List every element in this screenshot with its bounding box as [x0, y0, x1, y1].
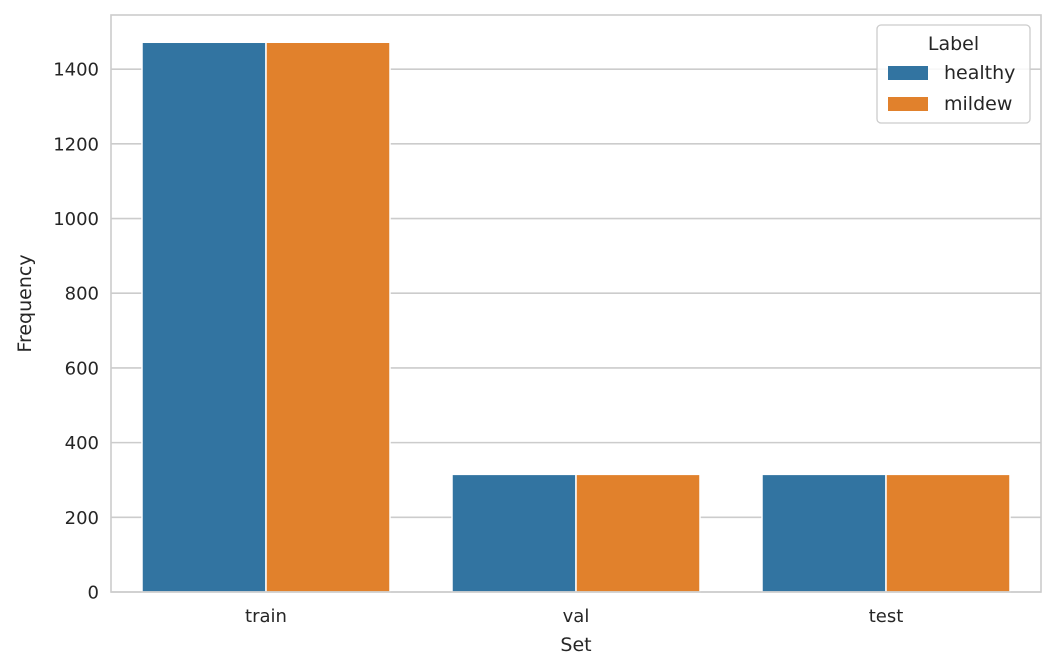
bar-mildew-val [575, 473, 701, 593]
plot-frame [110, 14, 1042, 593]
legend-swatch-healthy [888, 66, 928, 80]
y-tick-labels: 0 200 400 600 800 1000 1200 1400 [53, 60, 99, 604]
bar-mildew-test [885, 473, 1011, 593]
x-tick-label: test [869, 606, 904, 627]
x-tick-label: train [245, 606, 287, 627]
legend: Label healthy mildew [876, 24, 1031, 124]
y-tick-label: 1200 [53, 134, 99, 155]
legend-items: healthy mildew [888, 62, 1015, 115]
y-tick-label: 600 [65, 358, 99, 379]
legend-title: Label [928, 33, 979, 55]
y-tick-label: 200 [65, 508, 99, 529]
legend-swatch-mildew [888, 97, 928, 111]
y-tick-label: 0 [88, 583, 99, 604]
y-axis-label: Frequency [14, 254, 36, 352]
bar-healthy-val [451, 473, 577, 593]
legend-label-healthy: healthy [944, 62, 1015, 84]
bar-mildew-train [265, 41, 391, 593]
y-tick-label: 400 [65, 433, 99, 454]
y-tick-label: 1400 [53, 60, 99, 81]
bar-healthy-train [141, 41, 267, 593]
bars [141, 41, 1011, 593]
x-tick-label: val [563, 606, 590, 627]
x-axis-label: Set [560, 634, 591, 656]
bar-healthy-test [761, 473, 887, 593]
y-tick-label: 800 [65, 284, 99, 305]
y-tick-label: 1000 [53, 209, 99, 230]
x-tick-labels: train val test [245, 606, 903, 627]
legend-label-mildew: mildew [944, 93, 1012, 115]
